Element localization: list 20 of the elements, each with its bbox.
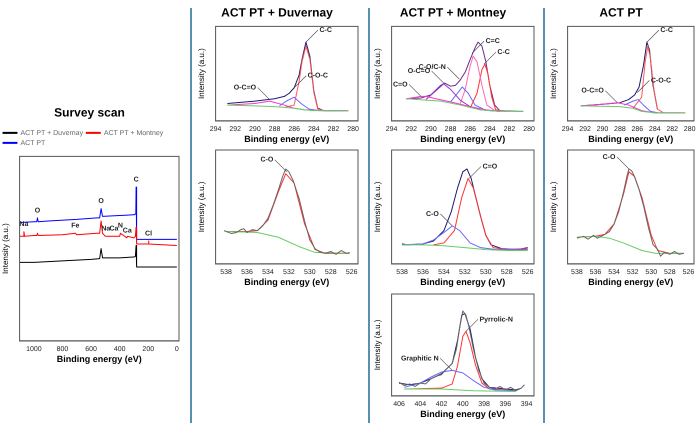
chart-title: ACT PT	[599, 6, 644, 20]
x-axis-title: Binding energy (eV)	[420, 277, 506, 288]
x-axis-title: Binding energy (eV)	[420, 134, 506, 144]
chart-title: ACT PT + Montney	[400, 6, 506, 20]
y-axis-title: Intensity (a.u.)	[1, 222, 10, 274]
y-axis-title: Intensity (a.u.)	[197, 48, 206, 99]
chart-title: ACT PT + Duvernay	[221, 6, 334, 20]
x-axis-title: Binding energy (eV)	[56, 354, 142, 364]
x-axis-title: Binding energy (eV)	[420, 409, 506, 420]
y-axis-title: Intensity (a.u.)	[197, 181, 206, 232]
y-axis-title: Intensity (a.u.)	[373, 319, 382, 370]
chart-title: Survey scan	[54, 106, 125, 120]
y-axis-title: Intensity (a.u.)	[373, 48, 382, 99]
y-axis-title: Intensity (a.u.)	[549, 48, 558, 99]
x-axis-title: Binding energy (eV)	[244, 277, 330, 288]
x-axis-title: Binding energy (eV)	[588, 134, 674, 144]
y-axis-title: Intensity (a.u.)	[549, 181, 558, 232]
x-axis-title: Binding energy (eV)	[244, 134, 330, 144]
y-axis-title: Intensity (a.u.)	[373, 181, 382, 232]
x-axis-title: Binding energy (eV)	[588, 277, 674, 288]
